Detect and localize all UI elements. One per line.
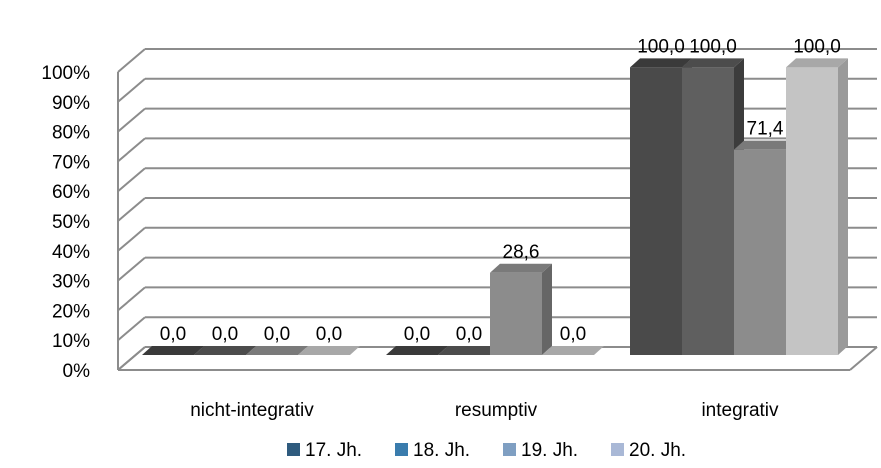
gridline-side [117,167,146,192]
gridline-side [117,256,146,282]
gridline-side [117,137,146,163]
gridline-side [117,197,146,222]
data-label: 0,0 [560,324,586,345]
legend-label: 20. Jh. [629,440,686,461]
data-label: 0,0 [404,324,430,345]
legend-label: 17. Jh. [305,440,362,461]
bar [490,272,542,355]
data-label: 0,0 [316,324,342,345]
legend-label: 18. Jh. [413,440,470,461]
y-tick-label: 50% [52,212,90,233]
bar [734,149,786,355]
bar-top [682,58,744,68]
gridline-side [117,107,146,133]
gridline-side [117,346,146,371]
y-tick-label: 10% [52,331,90,352]
y-tick-label: 0% [63,361,91,382]
bar-top [194,346,256,355]
legend-swatch [287,443,300,456]
category-label: integrativ [701,400,779,421]
bar [682,67,734,356]
bar-top [142,346,204,355]
bar-top [630,58,692,68]
category-label: nicht-integrativ [190,400,314,421]
legend-label: 19. Jh. [521,440,578,461]
data-label: 100,0 [637,36,685,57]
y-tick-label: 100% [41,63,90,84]
y-tick-label: 80% [52,123,90,144]
data-label: 100,0 [689,36,737,57]
legend-swatch [395,443,408,456]
bar-top [734,140,796,150]
y-tick-label: 90% [52,93,90,114]
bar-side [838,58,848,356]
data-label: 0,0 [264,324,290,345]
data-label: 0,0 [456,324,482,345]
gridline-side [117,227,146,252]
y-tick-label: 40% [52,242,90,263]
legend-swatch [611,443,624,456]
data-label: 100,0 [793,36,841,57]
data-label: 28,6 [503,242,540,263]
y-tick-label: 60% [52,182,90,203]
data-label: 0,0 [160,324,186,345]
bar [786,67,838,356]
bar-top [490,263,552,273]
gridline-side [117,48,146,73]
floor-right-edge [849,346,878,371]
bar-top [386,346,448,355]
category-label: resumptiv [455,400,538,421]
gridline-side [117,286,146,312]
gridline-side [117,316,146,341]
bar-top [246,346,308,355]
gridline-side [117,78,146,103]
data-label: 0,0 [212,324,238,345]
bar-top [786,58,848,68]
bar-top [542,346,604,355]
bar-top [438,346,500,355]
bar-side [542,263,552,355]
data-label: 71,4 [747,119,784,140]
bar [630,67,682,356]
bar-top [298,346,360,355]
y-tick-label: 30% [52,272,90,293]
y-tick-label: 20% [52,301,90,322]
y-tick-label: 70% [52,152,90,173]
legend-swatch [503,443,516,456]
